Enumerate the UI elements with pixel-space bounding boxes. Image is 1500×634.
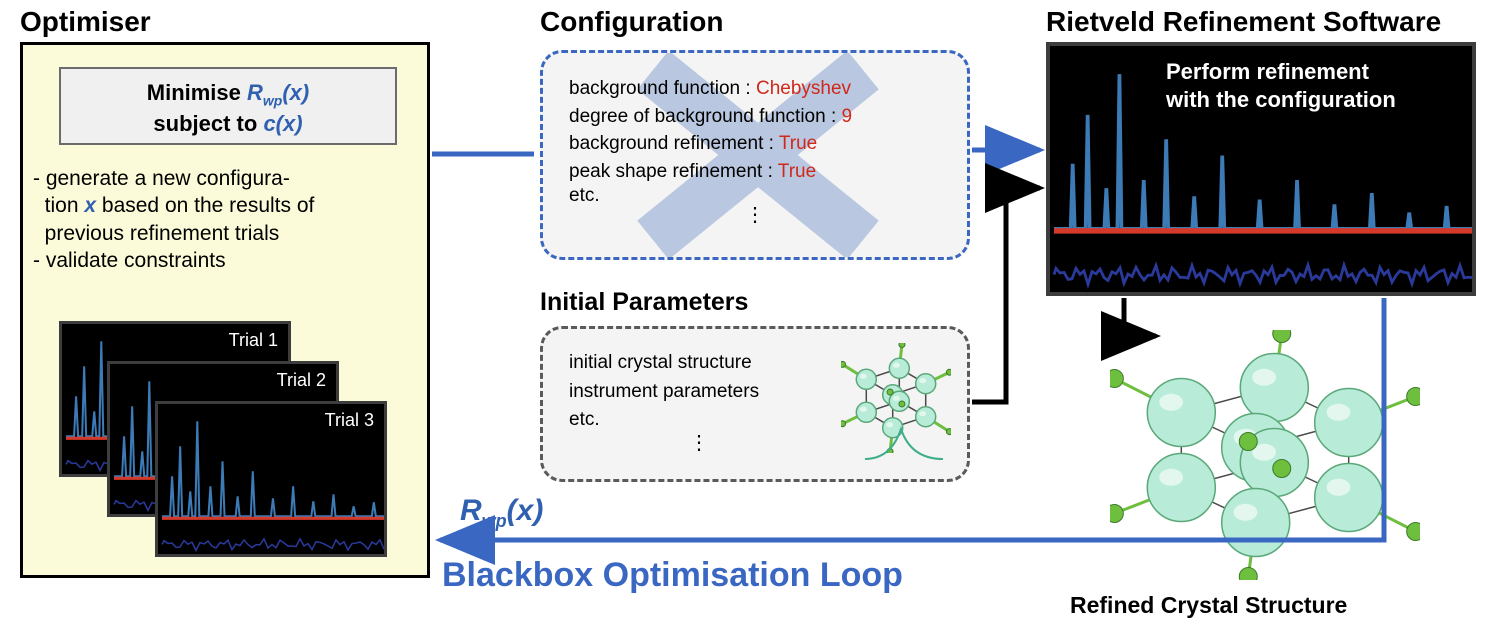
refined-crystal-structure <box>1110 330 1420 580</box>
heading-software: Rietveld Refinement Software <box>1046 6 1441 38</box>
heading-optimiser: Optimiser <box>20 6 151 38</box>
trial-plot-3: Trial 3 <box>155 401 387 557</box>
desc-line-3: previous refinement trials <box>33 220 423 247</box>
config-line: background refinement : True <box>569 130 941 158</box>
rwp-letter: R <box>247 80 263 105</box>
desc-line2-post: based on the results of <box>96 194 314 217</box>
subject-pre: subject to <box>153 111 263 136</box>
loop-label: Blackbox Optimisation Loop <box>442 556 903 595</box>
desc-x: x <box>84 194 96 217</box>
configuration-box: background function : Chebyshevdegree of… <box>540 50 970 260</box>
heading-configuration: Configuration <box>540 6 724 38</box>
config-vdots: ⋮ <box>569 211 941 219</box>
rwp-return-x: (x) <box>507 494 544 527</box>
rwp-return-sub: wp <box>482 511 507 531</box>
initial-params-box: initial crystal structureinstrument para… <box>540 326 970 482</box>
rwp-sub: wp <box>263 92 282 108</box>
trial-label-2: Trial 2 <box>277 370 326 391</box>
optimiser-panel: Minimise Rwp(x) subject to c(x) - genera… <box>20 42 430 578</box>
desc-line-1: - generate a new configura- <box>33 165 423 192</box>
config-line: degree of background function : 9 <box>569 103 941 131</box>
config-line: peak shape refinement : True <box>569 158 941 186</box>
trials-stack: Trial 1 Trial 2 Trial 3 <box>59 321 399 561</box>
rwp-x: (x) <box>282 80 309 105</box>
refined-structure-label: Refined Crystal Structure <box>1070 592 1347 619</box>
software-caption-l1: Perform refinement <box>1166 59 1369 84</box>
rwp-return-label: Rwp(x) <box>460 494 543 532</box>
software-caption: Perform refinement with the configuratio… <box>1166 58 1466 113</box>
minimise-objective-box: Minimise Rwp(x) subject to c(x) <box>59 67 397 145</box>
trial-label-1: Trial 1 <box>229 330 278 351</box>
optimiser-description: - generate a new configura- tion x based… <box>33 165 423 274</box>
minimise-pre: Minimise <box>147 80 247 105</box>
desc-line-4: - validate constraints <box>33 247 423 274</box>
rwp-return-r: R <box>460 494 482 527</box>
desc-line2-pre: tion <box>45 194 85 217</box>
crystal-svg <box>1110 330 1420 580</box>
refinement-software-panel: Perform refinement with the configuratio… <box>1046 42 1476 296</box>
trial-label-3: Trial 3 <box>325 410 374 431</box>
heading-initial-params: Initial Parameters <box>540 288 748 317</box>
configuration-lines: background function : Chebyshevdegree of… <box>569 75 941 185</box>
init-vdots: ⋮ <box>689 439 941 447</box>
constraint-cx: c(x) <box>263 111 302 136</box>
software-caption-l2: with the configuration <box>1166 87 1396 112</box>
config-line: background function : Chebyshev <box>569 75 941 103</box>
